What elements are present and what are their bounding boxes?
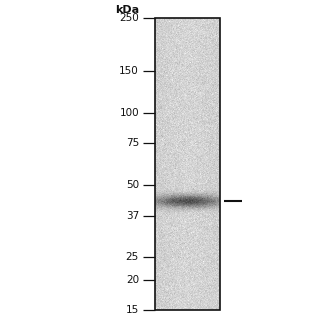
Text: 100: 100 [119, 108, 139, 118]
Text: 250: 250 [119, 13, 139, 23]
Text: 150: 150 [119, 66, 139, 76]
Text: kDa: kDa [115, 5, 139, 15]
Bar [155, 18, 220, 310]
Text: 37: 37 [126, 211, 139, 221]
Text: 15: 15 [126, 305, 139, 315]
Text: 75: 75 [126, 138, 139, 148]
Text: 20: 20 [126, 275, 139, 285]
Text: 25: 25 [126, 252, 139, 262]
Text: 50: 50 [126, 180, 139, 190]
